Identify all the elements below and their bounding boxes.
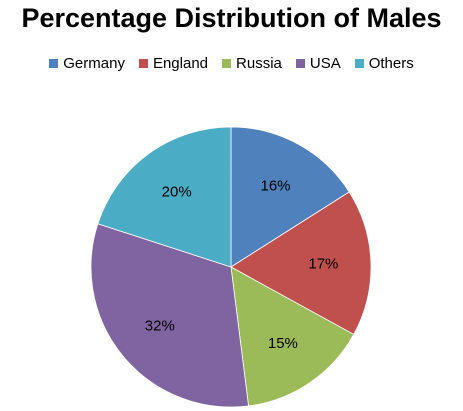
data-label-england: 17%	[308, 256, 338, 273]
legend-swatch-russia	[222, 59, 232, 68]
data-label-russia: 15%	[268, 335, 298, 352]
legend-label-germany: Germany	[63, 55, 125, 72]
pie-slice-usa	[90, 223, 249, 408]
chart-title: Percentage Distribution of Males	[21, 3, 442, 33]
pie-slice-england	[230, 191, 372, 335]
data-label-others: 20%	[162, 184, 192, 201]
legend-item-russia: Russia	[222, 55, 282, 72]
chart-legend: Germany England Russia USA Others	[0, 55, 463, 72]
pie-slice-others	[97, 126, 232, 268]
legend-label-russia: Russia	[236, 55, 282, 72]
legend-swatch-others	[354, 59, 364, 68]
data-label-germany: 16%	[260, 178, 290, 195]
legend-item-germany: Germany	[49, 55, 125, 72]
pie-slice-russia	[230, 266, 355, 407]
legend-label-usa: USA	[309, 55, 341, 72]
legend-item-usa: USA	[295, 55, 341, 72]
legend-label-others: Others	[368, 55, 414, 72]
data-label-usa: 32%	[145, 317, 175, 334]
legend-swatch-germany	[49, 59, 59, 68]
legend-item-others: Others	[354, 55, 414, 72]
legend-label-england: England	[152, 55, 209, 72]
legend-swatch-usa	[295, 59, 305, 68]
pie-slice-germany	[230, 126, 350, 268]
legend-item-england: England	[138, 55, 209, 72]
legend-swatch-england	[138, 59, 148, 68]
